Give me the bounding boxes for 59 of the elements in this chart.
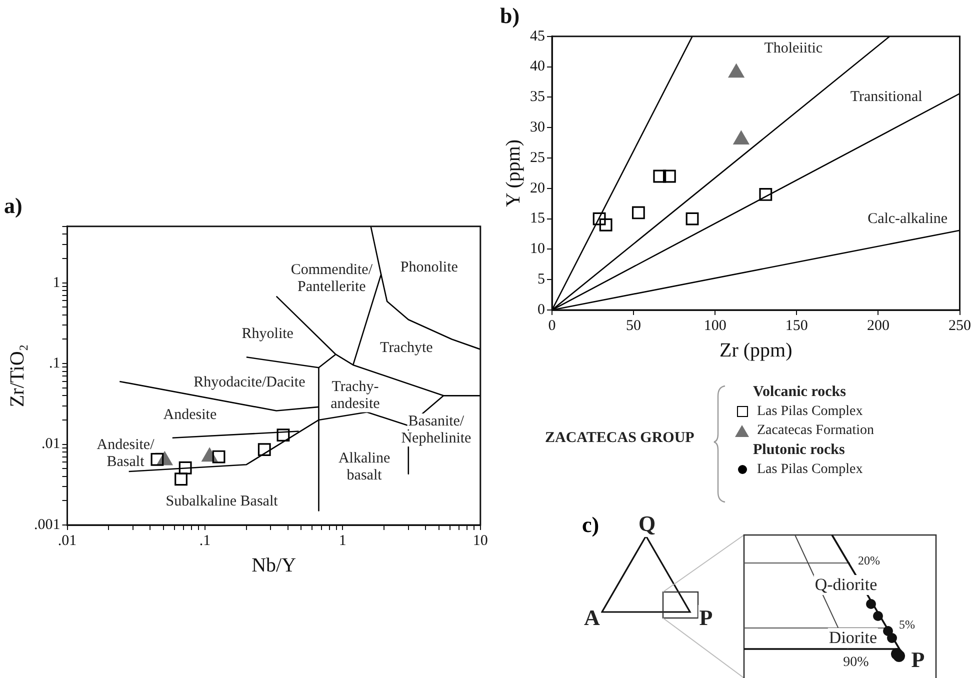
x-tick-label: 0 (548, 318, 556, 334)
text: c) (582, 512, 600, 538)
annotation: Subalkaline Basalt (166, 494, 279, 510)
annotation: Andesite (163, 407, 217, 424)
x-axis-title: Zr (ppm) (719, 339, 792, 362)
annotation: Rhyolite (242, 326, 294, 342)
y-tick-label: .1 (49, 355, 60, 372)
text: 5% (898, 618, 916, 632)
x-axis-title: Nb/Y (252, 554, 296, 576)
x-tick-label: 200 (866, 318, 890, 334)
y-tick-label: 10 (530, 241, 545, 258)
text: Diorite (828, 628, 878, 648)
y-tick-label: 1 (52, 274, 60, 291)
text: P (910, 647, 926, 673)
annotation: Phonolite (400, 260, 458, 276)
annotation: Alkaline basalt (338, 450, 390, 484)
y-axis-title: Zr/TiO₂ (6, 344, 28, 408)
y-tick-label: 35 (530, 89, 545, 106)
annotation: Tholeiitic (764, 40, 823, 56)
text: P (698, 605, 714, 631)
y-axis-title: Y (ppm) (502, 139, 524, 207)
annotation: Commendite/ Pantellerite (290, 262, 374, 296)
y-tick-label: 40 (530, 58, 545, 75)
text: A (583, 605, 601, 631)
y-tick-label: 45 (530, 28, 545, 44)
x-tick-label: 100 (704, 318, 726, 334)
text: Volcanic rocks (752, 382, 847, 402)
text: 20% (857, 554, 881, 568)
text: Plutonic rocks (752, 440, 846, 460)
y-tick-label: 25 (530, 150, 545, 166)
text: 90% (842, 655, 870, 671)
annotation: Calc-alkaline (868, 210, 948, 227)
annotation: Rhyodacite/Dacite (194, 374, 306, 391)
annotation: Transitional (850, 89, 922, 106)
legend-title: ZACATECAS GROUP (545, 430, 694, 447)
x-tick-label: 50 (626, 318, 642, 334)
x-tick-label: .1 (199, 532, 211, 549)
x-tick-label: 150 (785, 318, 808, 334)
y-tick-label: 5 (538, 272, 545, 288)
y-tick-label: 0 (538, 302, 545, 318)
y-tick-label: 15 (530, 210, 545, 227)
y-tick-label: .001 (34, 516, 60, 533)
text: Q-diorite (814, 575, 878, 595)
annotation: Basanite/ Nephelinite (401, 413, 472, 446)
chart-title: a) (4, 192, 22, 218)
x-tick-label: 250 (948, 318, 971, 334)
legend-label: Zacatecas Formation (756, 422, 874, 438)
text: Q (637, 511, 657, 537)
y-tick-label: 30 (530, 120, 545, 136)
y-tick-label: .01 (42, 436, 60, 452)
y-tick-label: 20 (530, 180, 545, 196)
legend-label: Las Pilas Complex (756, 462, 863, 478)
chart-title: b) (500, 2, 520, 28)
annotation: Trachy- andesite (330, 379, 380, 412)
x-tick-label: 1 (338, 532, 346, 549)
annotation: Andesite/ Basalt (96, 436, 156, 470)
annotation: Trachyte (380, 340, 434, 356)
x-tick-label: 10 (472, 532, 488, 549)
legend-label: Las Pilas Complex (756, 404, 863, 420)
